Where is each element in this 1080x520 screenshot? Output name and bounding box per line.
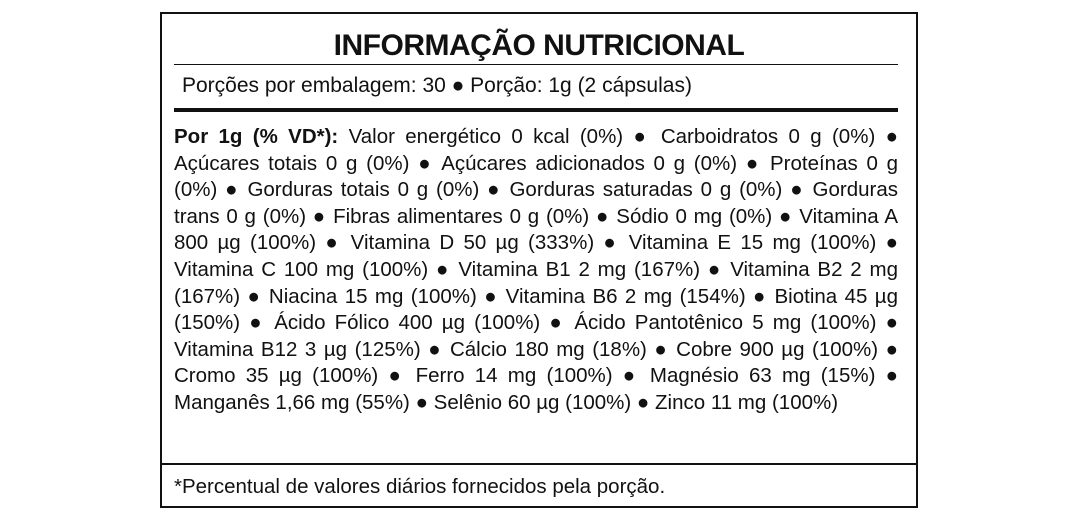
panel-title: INFORMAÇÃO NUTRICIONAL [333,29,745,62]
footnote: *Percentual de valores diários fornecido… [174,475,666,498]
per-portion-heading: Por 1g (% VD*): [174,125,349,148]
nutrient-values: Valor energético 0 kcal (0%) ● Carboidra… [174,125,898,414]
footnote-divider [162,463,916,465]
serving-divider [174,108,898,112]
title-divider [174,64,898,65]
nutrition-facts-panel: INFORMAÇÃO NUTRICIONAL Porções por embal… [160,12,918,508]
nutrient-list: Por 1g (% VD*): Valor energético 0 kcal … [174,124,898,417]
serving-info: Porções por embalagem: 30 ● Porção: 1g (… [182,74,692,97]
